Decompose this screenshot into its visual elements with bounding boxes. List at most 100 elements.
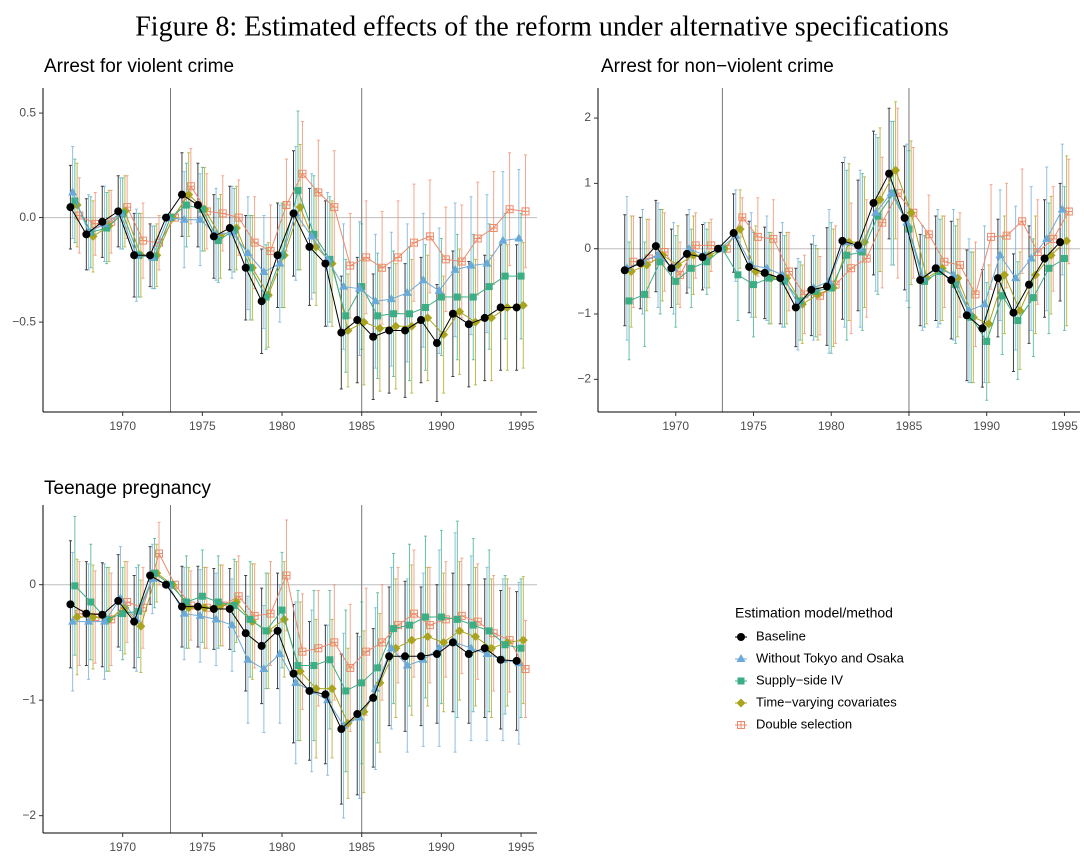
point — [374, 312, 382, 320]
point — [214, 237, 222, 245]
point — [120, 603, 130, 613]
x-tick-label: 1995 — [508, 419, 535, 433]
point — [962, 311, 971, 320]
point — [470, 317, 480, 327]
point — [225, 224, 234, 233]
point — [262, 627, 270, 635]
point — [691, 241, 700, 250]
point — [955, 261, 964, 270]
point — [370, 683, 380, 692]
point — [736, 654, 746, 662]
x-tick-label: 1990 — [428, 840, 455, 854]
point — [82, 609, 91, 618]
point — [321, 259, 330, 268]
point — [346, 261, 355, 270]
point — [501, 641, 509, 649]
point — [401, 652, 410, 661]
point — [902, 217, 912, 226]
point — [193, 201, 202, 210]
point — [257, 297, 266, 306]
point — [409, 609, 418, 618]
point — [259, 266, 269, 275]
point — [496, 303, 505, 312]
point — [337, 328, 346, 337]
x-tick-label: 1985 — [348, 419, 375, 433]
point — [473, 234, 482, 243]
point — [482, 258, 492, 267]
point — [246, 615, 254, 623]
x-tick-label: 1975 — [189, 419, 216, 433]
point — [807, 285, 816, 294]
y-tick-label: 2 — [584, 110, 591, 124]
point — [853, 241, 862, 250]
point — [822, 282, 831, 291]
point — [776, 274, 785, 283]
point — [289, 669, 298, 678]
point — [346, 663, 355, 672]
point — [418, 275, 428, 284]
point — [321, 690, 330, 699]
point — [162, 213, 171, 222]
point — [390, 625, 398, 633]
point — [246, 264, 254, 272]
point — [737, 677, 745, 685]
point — [441, 255, 450, 264]
point — [1057, 204, 1067, 213]
point — [386, 643, 396, 652]
point — [450, 264, 460, 273]
point — [295, 666, 305, 676]
point — [214, 598, 222, 606]
point — [496, 655, 505, 664]
point — [209, 604, 218, 613]
point — [278, 606, 286, 614]
point — [182, 201, 190, 209]
point — [68, 616, 78, 625]
point — [146, 571, 155, 580]
point — [406, 621, 414, 629]
point — [653, 250, 663, 259]
legend-title: Estimation model/method — [735, 605, 893, 621]
point — [234, 213, 243, 222]
point — [114, 207, 123, 216]
point — [1026, 253, 1036, 262]
point — [698, 253, 707, 262]
point — [218, 209, 227, 218]
point — [425, 621, 434, 630]
point — [486, 313, 496, 323]
point — [275, 258, 285, 267]
point — [498, 235, 508, 244]
point — [480, 644, 489, 653]
point — [518, 635, 528, 645]
point — [409, 238, 418, 247]
point — [186, 182, 195, 191]
point — [1042, 233, 1052, 242]
point — [273, 251, 282, 260]
x-tick-label: 1990 — [973, 419, 1000, 433]
point — [448, 309, 457, 318]
panel-title: Arrest for violent crime — [44, 56, 234, 77]
point — [390, 310, 398, 318]
point — [391, 321, 401, 331]
point — [401, 326, 410, 335]
point — [342, 312, 350, 320]
point — [862, 254, 871, 263]
y-tick-label: 0 — [29, 577, 36, 591]
point — [362, 253, 371, 262]
point — [378, 638, 387, 647]
legend-label: Supply−side IV — [756, 672, 843, 687]
point — [234, 592, 243, 601]
point — [684, 243, 694, 252]
point — [130, 617, 139, 626]
y-tick-label: 0.5 — [19, 105, 36, 119]
point — [432, 649, 441, 658]
point — [737, 721, 745, 729]
point — [198, 592, 206, 600]
figure-title: Figure 8: Estimated effects of the refor… — [135, 11, 949, 42]
point — [769, 234, 778, 243]
point — [999, 270, 1009, 280]
point — [179, 214, 189, 223]
point — [512, 303, 521, 312]
point — [84, 616, 94, 625]
point — [230, 226, 238, 234]
